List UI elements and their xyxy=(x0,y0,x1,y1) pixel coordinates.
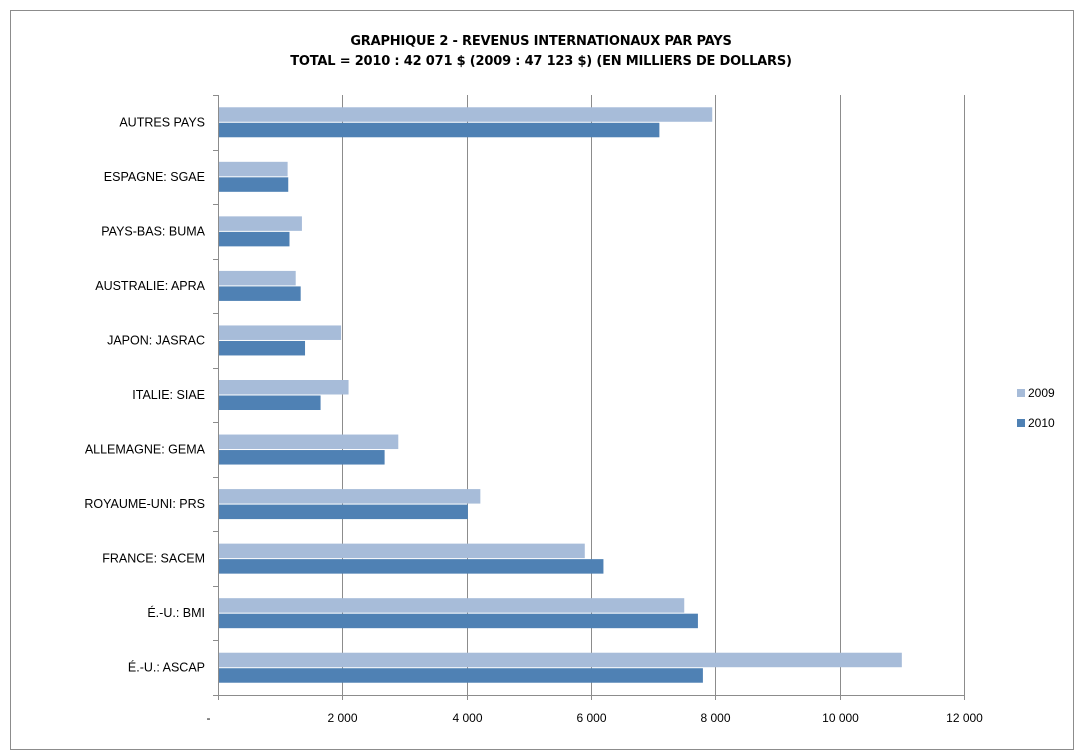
chart-title: GRAPHIQUE 2 - REVENUS INTERNATIONAUX PAR… xyxy=(350,34,732,49)
legend-label-2009: 2009 xyxy=(1028,386,1055,400)
category-label: É.-U.: ASCAP xyxy=(128,660,205,675)
legend-item-2010: 2010 xyxy=(1017,416,1055,430)
category-label: ESPAGNE: SGAE xyxy=(104,170,205,184)
category-label: ALLEMAGNE: GEMA xyxy=(85,443,206,457)
bar-2009 xyxy=(219,598,685,613)
bar-2009 xyxy=(219,380,349,395)
legend: 2009 2010 xyxy=(1017,386,1055,446)
x-tick-label: 4 000 xyxy=(452,711,482,725)
bar-2009 xyxy=(219,325,342,340)
x-tick-label: 2 000 xyxy=(327,711,357,725)
bar-2009 xyxy=(219,434,399,450)
category-label: PAYS-BAS: BUMA xyxy=(101,224,205,238)
legend-swatch-2009 xyxy=(1017,389,1025,397)
bar-2010 xyxy=(219,122,660,138)
bar-2010 xyxy=(219,231,290,247)
x-tick-label: - xyxy=(207,711,211,725)
chart-subtitle: TOTAL = 2010 : 42 071 $ (2009 : 47 123 $… xyxy=(290,54,792,69)
bar-2010 xyxy=(219,668,703,683)
bar-2009 xyxy=(219,216,302,231)
bar-2009 xyxy=(219,652,902,668)
category-label: ITALIE: SIAE xyxy=(132,388,205,402)
x-tick-label: 12 000 xyxy=(946,711,983,725)
bar-2010 xyxy=(219,613,698,629)
category-label: É.-U.: BMI xyxy=(147,605,205,620)
x-tick-label: 10 000 xyxy=(822,711,859,725)
bar-2009 xyxy=(219,543,585,559)
bar-2009 xyxy=(219,107,713,122)
category-label: ROYAUME-UNI: PRS xyxy=(84,497,205,511)
bar-2010 xyxy=(219,286,301,301)
category-label: JAPON: JASRAC xyxy=(107,333,205,347)
bar-2010 xyxy=(219,395,321,410)
x-tick-label: 8 000 xyxy=(700,711,730,725)
chart-plot-area: - 2 000 4 000 6 000 8 000 10 000 12 000 AUTRES … xyxy=(84,95,983,725)
category-label: FRANCE: SACEM xyxy=(102,552,205,566)
category-label: AUSTRALIE: APRA xyxy=(95,279,205,293)
bar-2009 xyxy=(219,489,481,504)
bar-2010 xyxy=(219,559,604,574)
legend-label-2010: 2010 xyxy=(1028,416,1055,430)
legend-swatch-2010 xyxy=(1017,419,1025,427)
bar-2010 xyxy=(219,450,385,465)
bar-2009 xyxy=(219,270,296,286)
bar-2009 xyxy=(219,161,288,177)
bar-2010 xyxy=(219,340,306,356)
x-tick-label: 6 000 xyxy=(576,711,606,725)
legend-item-2009: 2009 xyxy=(1017,386,1055,400)
bar-2010 xyxy=(219,177,289,192)
bar-2010 xyxy=(219,504,468,520)
category-label: AUTRES PAYS xyxy=(119,115,205,129)
